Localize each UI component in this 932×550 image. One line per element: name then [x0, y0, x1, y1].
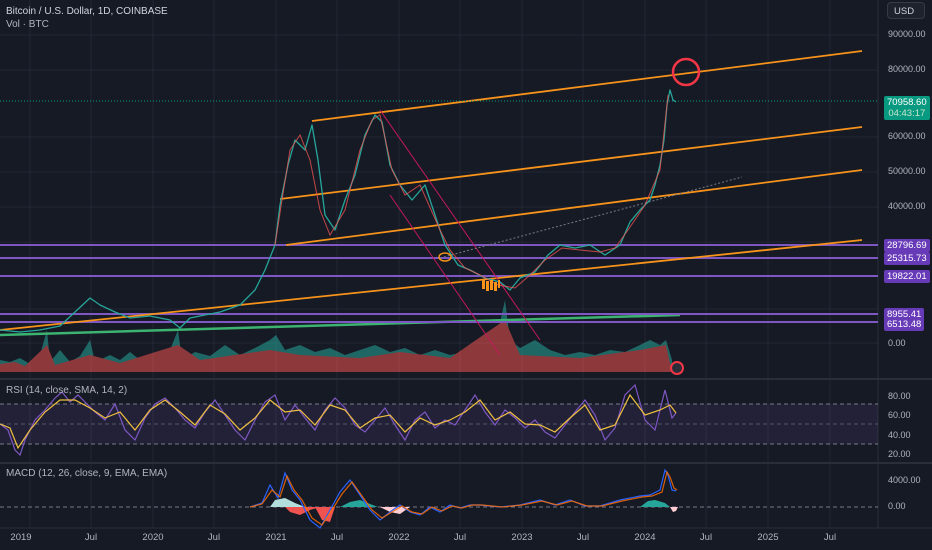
time-label: Jul: [576, 532, 590, 543]
time-label: Jul: [453, 532, 467, 543]
price-label: 60000.00: [888, 131, 926, 141]
time-label: Jul: [699, 532, 713, 543]
macd-title[interactable]: MACD (12, 26, close, 9, EMA, EMA): [6, 468, 168, 479]
downtrend-channel: [379, 109, 541, 356]
grid: [0, 0, 878, 528]
bar-countdown: 04:43:17: [888, 108, 926, 119]
level-tag: 28796.69: [884, 239, 930, 252]
macd-axis-label: 0.00: [888, 501, 906, 511]
time-label: Jul: [207, 532, 221, 543]
rsi-axis-label: 20.00: [888, 449, 911, 459]
price-label: 0.00: [888, 338, 906, 348]
level-tag: 6513.48: [884, 318, 925, 331]
level-tag: 19822.01: [884, 270, 930, 283]
price-label: 40000.00: [888, 201, 926, 211]
macd-histogram: [270, 498, 678, 522]
rsi-axis-label: 60.00: [888, 410, 911, 420]
level-tag: 25315.73: [884, 252, 930, 265]
time-label: Jul: [330, 532, 344, 543]
time-label: 2020: [142, 532, 164, 543]
current-price-value: 70958.60: [887, 97, 927, 108]
time-label: 2025: [757, 532, 779, 543]
rsi-title[interactable]: RSI (14, close, SMA, 14, 2): [6, 385, 128, 396]
time-label: Jul: [84, 532, 98, 543]
price-label: 90000.00: [888, 29, 926, 39]
rsi-axis-label: 40.00: [888, 430, 911, 440]
volume-circle-annotation: [670, 361, 684, 375]
dotted-trendline: [439, 176, 743, 259]
time-label: 2022: [388, 532, 410, 543]
orange-channel: [0, 50, 863, 331]
currency-button[interactable]: USD: [887, 2, 925, 19]
price-line-red: [274, 94, 669, 289]
time-label: Jul: [823, 532, 837, 543]
price-label: 50000.00: [888, 166, 926, 176]
time-label: 2019: [10, 532, 32, 543]
macd-line: [249, 468, 677, 529]
volume-bars: [0, 300, 672, 372]
price-label: 80000.00: [888, 64, 926, 74]
time-label: 2024: [634, 532, 656, 543]
macd-signal-line: [249, 470, 678, 526]
rsi-axis-label: 80.00: [888, 391, 911, 401]
time-label: 2023: [511, 532, 533, 543]
price-line: [0, 89, 677, 333]
orange-low-cluster: [482, 280, 500, 291]
level-tag: 8955.41: [884, 308, 925, 321]
macd-axis-label: 4000.00: [888, 475, 921, 485]
volume-legend[interactable]: Vol · BTC: [6, 19, 49, 30]
rsi-ma-line: [0, 393, 677, 450]
current-price-tag: 70958.60 04:43:17: [884, 96, 930, 120]
green-trendline: [0, 313, 681, 337]
time-label: 2021: [265, 532, 287, 543]
target-circle: [671, 57, 701, 87]
orange-ellipse-annotation: [438, 252, 452, 262]
symbol-title[interactable]: Bitcoin / U.S. Dollar, 1D, COINBASE: [6, 6, 168, 17]
